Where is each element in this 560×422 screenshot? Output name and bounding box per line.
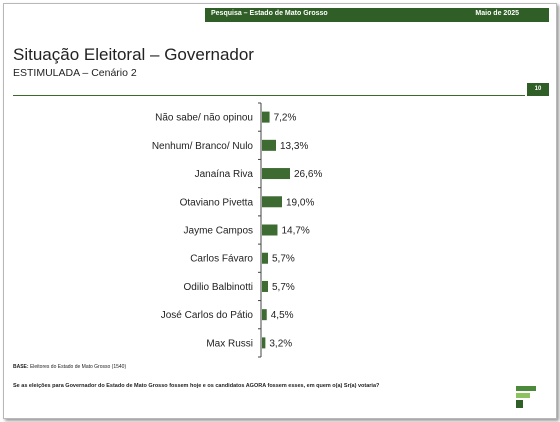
- data-label: 7,2%: [274, 113, 297, 124]
- data-label: 5,7%: [272, 254, 295, 265]
- bar: [262, 111, 270, 123]
- category-label: Janaína Riva: [195, 169, 254, 180]
- data-label: 3,2%: [269, 338, 292, 349]
- data-label: 26,6%: [294, 169, 322, 180]
- data-label: 4,5%: [271, 310, 294, 321]
- brand-logo-icon: [516, 386, 536, 408]
- category-label: Odilio Balbinotti: [184, 282, 253, 293]
- base-note: BASE: Eleitores do Estado de Mato Grosso…: [13, 364, 126, 370]
- category-label: Otaviano Pivetta: [180, 197, 254, 208]
- bar: [262, 337, 266, 349]
- survey-question: Se as eleições para Governador do Estado…: [13, 383, 380, 389]
- category-label: Nenhum/ Branco/ Nulo: [152, 141, 254, 152]
- category-label: Carlos Fávaro: [190, 254, 253, 265]
- data-label: 19,0%: [286, 197, 314, 208]
- bar: [262, 196, 282, 208]
- base-label: BASE:: [13, 364, 29, 370]
- page-title: Situação Eleitoral – Governador: [13, 45, 254, 64]
- bar: [262, 139, 276, 151]
- divider: [13, 95, 525, 96]
- slide-frame: [3, 3, 557, 419]
- data-label: 5,7%: [272, 282, 295, 293]
- survey-title: Pesquisa – Estado de Mato Grosso: [211, 10, 328, 17]
- category-label: Não sabe/ não opinou: [155, 113, 253, 124]
- category-label: Jayme Campos: [184, 226, 253, 237]
- data-label: 13,3%: [280, 141, 308, 152]
- bar: [262, 224, 278, 236]
- page-subtitle: ESTIMULADA – Cenário 2: [13, 67, 137, 79]
- bar: [262, 309, 267, 321]
- header-bar: Pesquisa – Estado de Mato Grosso Maio de…: [205, 8, 549, 22]
- bar: [262, 280, 268, 292]
- bar: [262, 252, 268, 264]
- category-label: Max Russi: [206, 338, 253, 349]
- data-label: 14,7%: [281, 226, 309, 237]
- bar: [262, 168, 290, 180]
- category-label: José Carlos do Pátio: [161, 310, 254, 321]
- page-number: 10: [527, 83, 549, 96]
- survey-date: Maio de 2025: [475, 10, 519, 17]
- base-text: Eleitores do Estado de Mato Grosso (1540…: [28, 364, 127, 370]
